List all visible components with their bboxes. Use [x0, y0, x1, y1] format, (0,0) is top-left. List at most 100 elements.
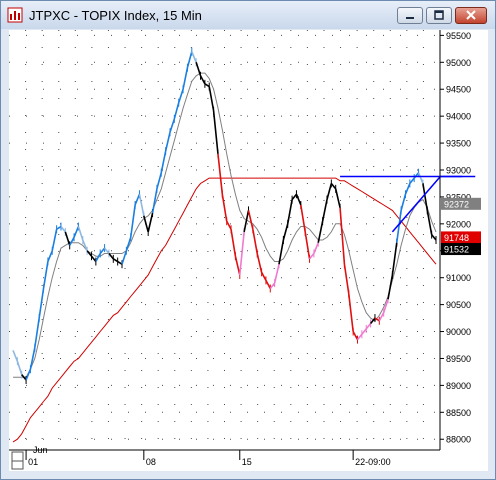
price-segment [400, 194, 407, 211]
price-segment [365, 322, 372, 330]
price-segment [295, 193, 302, 206]
price-segment [73, 226, 80, 238]
price-segment [38, 288, 45, 319]
time-axis: Jun 01 08 15 22-09:00 [25, 445, 391, 467]
minimize-icon [406, 17, 414, 19]
price-tick-label: 92500 [446, 192, 471, 202]
price-tick-label: 90000 [446, 327, 471, 337]
price-segment [134, 193, 141, 206]
price-segment [95, 253, 101, 262]
price-segment [68, 236, 75, 246]
price-segment [82, 239, 88, 252]
price-segment [286, 199, 293, 224]
price-tick-label: 94000 [446, 112, 471, 122]
price-tick-label: 91000 [446, 273, 471, 283]
price-segment [330, 182, 337, 190]
price-segment [108, 252, 114, 260]
price-segment [256, 253, 263, 273]
price-segment [208, 86, 215, 111]
price-segment [129, 204, 136, 238]
price-segment [212, 110, 219, 154]
price-segment [326, 183, 333, 200]
close-button[interactable] [455, 7, 487, 24]
price-segment [151, 188, 158, 214]
price-segment [374, 317, 380, 322]
price-segment [431, 234, 437, 241]
chart-area[interactable]: 95500 95000 94500 94000 93500 93000 92500 92000… [9, 30, 488, 471]
price-segment [64, 231, 71, 246]
close-icon [466, 10, 476, 20]
price-tag-label: 91532 [444, 245, 469, 255]
price-series [12, 47, 437, 384]
time-label: 15 [242, 457, 252, 467]
price-segment [417, 172, 424, 184]
price-segment [422, 183, 429, 211]
price-segment [147, 212, 154, 233]
price-segment [86, 250, 93, 257]
time-label: 01 [28, 457, 38, 467]
price-segment [221, 194, 228, 222]
price-segment [90, 255, 97, 263]
price-segment [404, 183, 411, 195]
price-tags: 92372 91748 91532 [441, 197, 481, 256]
price-segment [125, 237, 132, 252]
price-tick-label: 89500 [446, 354, 471, 364]
price-segment [156, 172, 163, 190]
price-segment [177, 88, 184, 103]
price-segment [34, 317, 40, 348]
price-segment [387, 274, 394, 300]
price-segment [199, 75, 206, 85]
price-segment [238, 231, 245, 276]
price-tag-label: 92372 [444, 199, 469, 209]
price-segment [16, 360, 23, 375]
price-tick-label: 95500 [446, 31, 471, 41]
price-segment [25, 368, 32, 381]
price-segment [356, 333, 363, 341]
price-tag-label: 91748 [444, 233, 469, 243]
long-moving-average [12, 177, 437, 443]
minimize-button[interactable] [397, 7, 423, 24]
time-label: 08 [146, 457, 156, 467]
price-segment [191, 51, 197, 63]
price-tick-label: 93000 [446, 166, 471, 176]
price-tick-label: 90500 [446, 300, 471, 310]
price-segment [112, 258, 119, 263]
price-tick-label: 92000 [446, 219, 471, 229]
price-segment [347, 293, 354, 332]
price-tick-label: 88000 [446, 435, 471, 445]
price-segment [334, 188, 341, 208]
price-tag-box [441, 243, 481, 256]
price-tick-label: 88500 [446, 408, 471, 418]
plot-background [9, 30, 488, 471]
scroll-handle[interactable] [11, 451, 24, 470]
price-segment [313, 242, 319, 254]
price-segment [121, 250, 128, 265]
price-segment [409, 177, 415, 184]
price-segment [143, 215, 149, 233]
ma-short-line [13, 72, 437, 378]
maximize-button[interactable] [426, 7, 452, 24]
maximize-icon [434, 10, 444, 20]
price-segment [164, 132, 171, 152]
month-label: Jun [33, 445, 48, 455]
price-tick-label: 89000 [446, 381, 471, 391]
price-segment [343, 264, 350, 294]
price-segment [230, 229, 237, 257]
price-segment [300, 204, 306, 233]
price-segment [117, 260, 123, 265]
price-segment [252, 229, 258, 254]
price-segment [60, 226, 66, 233]
price-segment [269, 282, 276, 289]
price-segment [291, 193, 298, 201]
price-tag-box [441, 231, 481, 244]
price-segment [29, 347, 36, 370]
trend-line [391, 175, 441, 233]
price-segment [339, 207, 346, 265]
time-label: 22-09:00 [355, 457, 391, 467]
title-bar[interactable]: JTPXC - TOPIX Index, 15 Min [1, 1, 495, 29]
price-segment [247, 210, 254, 230]
price-segment [395, 210, 402, 243]
price-segment [195, 62, 202, 77]
price-segment [12, 350, 19, 362]
price-chart[interactable]: 95500 95000 94500 94000 93500 93000 92500 92000… [9, 30, 488, 471]
